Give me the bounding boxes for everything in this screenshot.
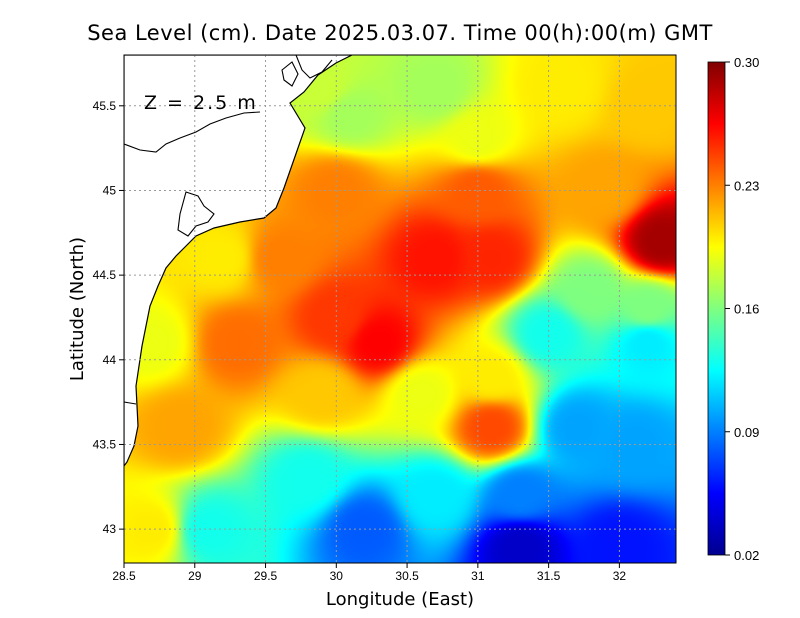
gridlines — [124, 55, 676, 563]
colorbar: 0.02 0.09 0.16 0.23 0.30 — [707, 55, 759, 563]
x-tick-label: 29 — [188, 569, 202, 583]
coastline — [124, 55, 353, 467]
colorbar-scale — [707, 61, 726, 556]
colorbar-tick-label: 0.30 — [734, 55, 759, 70]
x-tick-label: 30.5 — [395, 569, 419, 583]
chart-title: Sea Level (cm). Date 2025.03.07. Time 00… — [87, 21, 713, 45]
colorbar-tick-label: 0.02 — [734, 548, 759, 563]
colorbar-tick-label: 0.23 — [734, 178, 759, 193]
y-axis-ticks: 43 43.5 44 44.5 45 45.5 — [93, 99, 124, 536]
x-tick-label: 28.5 — [112, 569, 136, 583]
x-axis-ticks: 28.5 29 29.5 30 30.5 31 31.5 32 — [112, 563, 626, 583]
plot-frame — [123, 54, 677, 564]
estuary — [295, 55, 333, 79]
lake-2 — [177, 191, 215, 237]
y-tick-label: 45.5 — [93, 99, 117, 113]
lake-3 — [281, 61, 299, 87]
x-tick-label: 32 — [613, 569, 627, 583]
x-axis-label: Longitude (East) — [326, 589, 474, 610]
colorbar-ticks: 0.02 0.09 0.16 0.23 0.30 — [725, 55, 759, 563]
x-tick-label: 31 — [471, 569, 485, 583]
y-tick-label: 44 — [103, 353, 117, 367]
x-tick-label: 31.5 — [537, 569, 561, 583]
y-tick-label: 43.5 — [93, 437, 117, 451]
y-tick-label: 45 — [103, 183, 117, 197]
x-tick-label: 29.5 — [254, 569, 278, 583]
colorbar-tick-label: 0.09 — [734, 425, 759, 440]
y-axis-label: Latitude (North) — [67, 237, 88, 381]
y-tick-label: 43 — [103, 522, 117, 536]
lake-1 — [124, 111, 261, 153]
y-tick-label: 44.5 — [93, 268, 117, 282]
x-tick-label: 30 — [330, 569, 344, 583]
colorbar-tick-label: 0.16 — [734, 302, 759, 317]
plot-area: Z = 2.5 m — [123, 54, 677, 564]
river — [124, 401, 137, 405]
land-mass — [124, 55, 353, 467]
depth-annotation: Z = 2.5 m — [144, 92, 258, 114]
